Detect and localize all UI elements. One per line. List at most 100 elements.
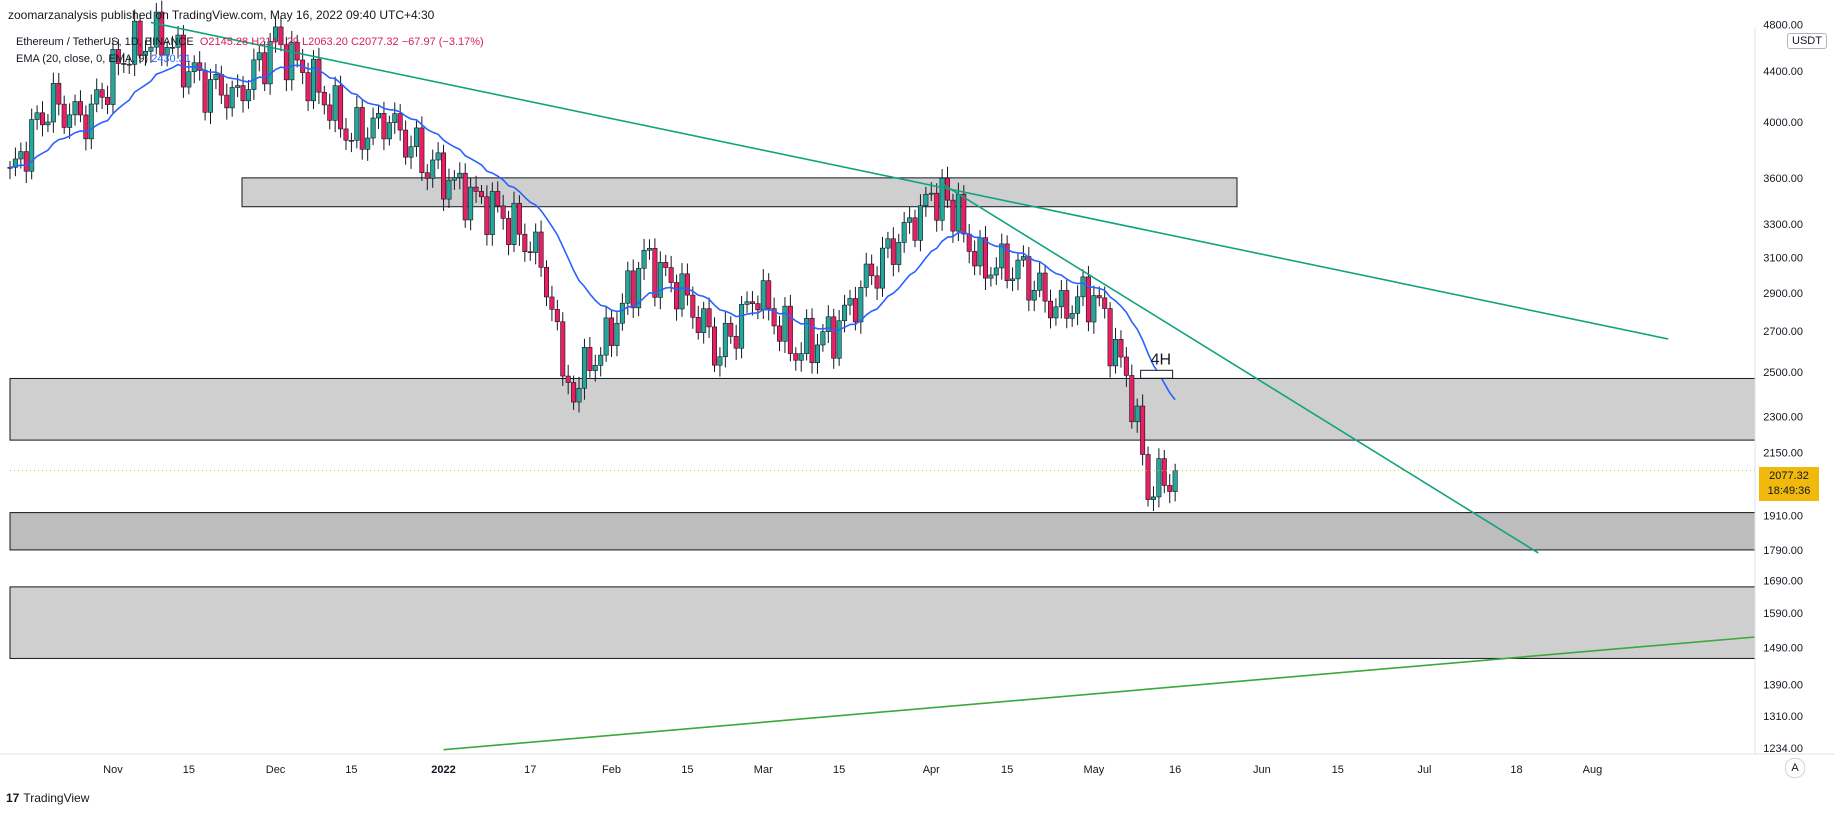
candle-body <box>533 231 539 253</box>
price-tick-label: 1310.00 <box>1763 711 1803 723</box>
zone-3 <box>9 586 1756 659</box>
candle-body <box>310 58 316 102</box>
candle-body <box>94 89 100 105</box>
candle-body <box>354 107 360 141</box>
time-tick-label: 15 <box>681 764 693 776</box>
symbol-name[interactable]: Ethereum / TetherUS, 1D, BINANCE <box>16 36 194 48</box>
candle-body <box>213 74 219 80</box>
candle-body <box>338 85 344 130</box>
candle-body <box>825 316 831 332</box>
open-value: O2145.28 <box>199 36 249 48</box>
candle-body <box>966 233 972 252</box>
candle-body <box>1123 356 1129 376</box>
candle-body <box>516 202 522 235</box>
current-price: 2077.32 <box>1769 470 1809 482</box>
candle-body <box>907 217 913 223</box>
candle-body <box>1058 290 1064 308</box>
candle-body <box>576 387 582 403</box>
candle-body <box>40 112 46 126</box>
candle-body <box>386 122 392 140</box>
time-tick-label: 18 <box>1510 764 1522 776</box>
time-tick-label: Dec <box>266 764 286 776</box>
candle-body <box>842 304 848 322</box>
candle-body <box>495 191 501 207</box>
candle-body <box>630 270 636 309</box>
candle-body <box>23 151 29 172</box>
candle-body <box>430 159 436 179</box>
footer-brand[interactable]: TradingView <box>23 791 90 805</box>
price-tick-label: 2700.00 <box>1763 326 1803 338</box>
candle-body <box>674 282 680 310</box>
ohlc-legend: Ethereum / TetherUS, 1D, BINANCE O2145.2… <box>16 36 484 48</box>
candle-body <box>1096 295 1102 299</box>
candle-body <box>636 267 642 309</box>
candle-body <box>571 382 577 403</box>
time-tick-label: 2022 <box>431 764 455 776</box>
candle-body <box>1145 454 1151 500</box>
change-value: −67.97 (−3.17%) <box>401 36 484 48</box>
price-tick-label: 4800.00 <box>1763 20 1803 32</box>
candle-body <box>549 296 555 310</box>
candle-body <box>1085 276 1091 323</box>
candle-body <box>72 101 78 116</box>
candle-body <box>609 317 615 346</box>
candle-body <box>1064 290 1070 319</box>
trendlines <box>150 21 1756 751</box>
candle-body <box>663 262 669 268</box>
candle-body <box>1047 300 1053 319</box>
time-tick-label: Apr <box>923 764 940 776</box>
candle-body <box>782 305 788 342</box>
candle-body <box>99 89 105 98</box>
candle-body <box>446 179 452 200</box>
time-tick-label: 16 <box>1169 764 1181 776</box>
candle-body <box>1113 338 1119 367</box>
candle-body <box>934 192 940 221</box>
candle-body <box>29 119 35 172</box>
candle-body <box>587 347 593 371</box>
candle-body <box>267 41 273 85</box>
candle-body <box>316 58 322 93</box>
time-axis: 3Nov15Dec15202217Feb15Mar15Apr15May16Jun… <box>103 764 1602 776</box>
candle-body <box>159 11 165 56</box>
time-tick-label: May <box>1083 764 1104 776</box>
time-tick-label: Jun <box>1253 764 1271 776</box>
candle-body <box>522 233 528 252</box>
candle-body <box>565 375 571 383</box>
candle-body <box>1156 458 1162 498</box>
price-tick-label: 1590.00 <box>1763 608 1803 620</box>
currency-label[interactable]: USDT <box>1787 33 1827 49</box>
candle-body <box>863 263 869 288</box>
candle-body <box>901 222 907 243</box>
candle-body <box>45 121 51 126</box>
candle-body <box>668 267 674 283</box>
time-tick-label: Jul <box>1417 764 1431 776</box>
candle-body <box>18 151 24 160</box>
auto-scale-button[interactable]: A <box>1785 758 1805 778</box>
price-tick-label: 4400.00 <box>1763 66 1803 78</box>
candle-body <box>912 217 918 241</box>
candle-body <box>506 218 512 245</box>
candle-body <box>1015 259 1021 280</box>
support-resistance-zones <box>9 177 1756 659</box>
candle-body <box>852 298 858 323</box>
candle-body <box>1172 470 1178 492</box>
candle-body <box>132 20 138 65</box>
candle-body <box>1042 272 1048 302</box>
price-tick-label: 1690.00 <box>1763 576 1803 588</box>
price-tick-label: 3300.00 <box>1763 219 1803 231</box>
candle-body <box>804 318 810 354</box>
candle-body <box>256 52 262 61</box>
candle-body <box>1134 405 1140 423</box>
price-tick-label: 2900.00 <box>1763 288 1803 300</box>
price-tick-label: 3600.00 <box>1763 173 1803 185</box>
candle-body <box>273 26 279 42</box>
candle-body <box>121 63 127 65</box>
candle-body <box>961 193 967 235</box>
ema-label[interactable]: EMA (20, close, 0, EMA, 9) <box>16 53 149 65</box>
trendline-2 <box>443 636 1756 751</box>
candle-body <box>1069 313 1075 319</box>
candle-body <box>820 331 826 346</box>
candle-body <box>419 127 425 173</box>
candle-body <box>1161 458 1167 486</box>
